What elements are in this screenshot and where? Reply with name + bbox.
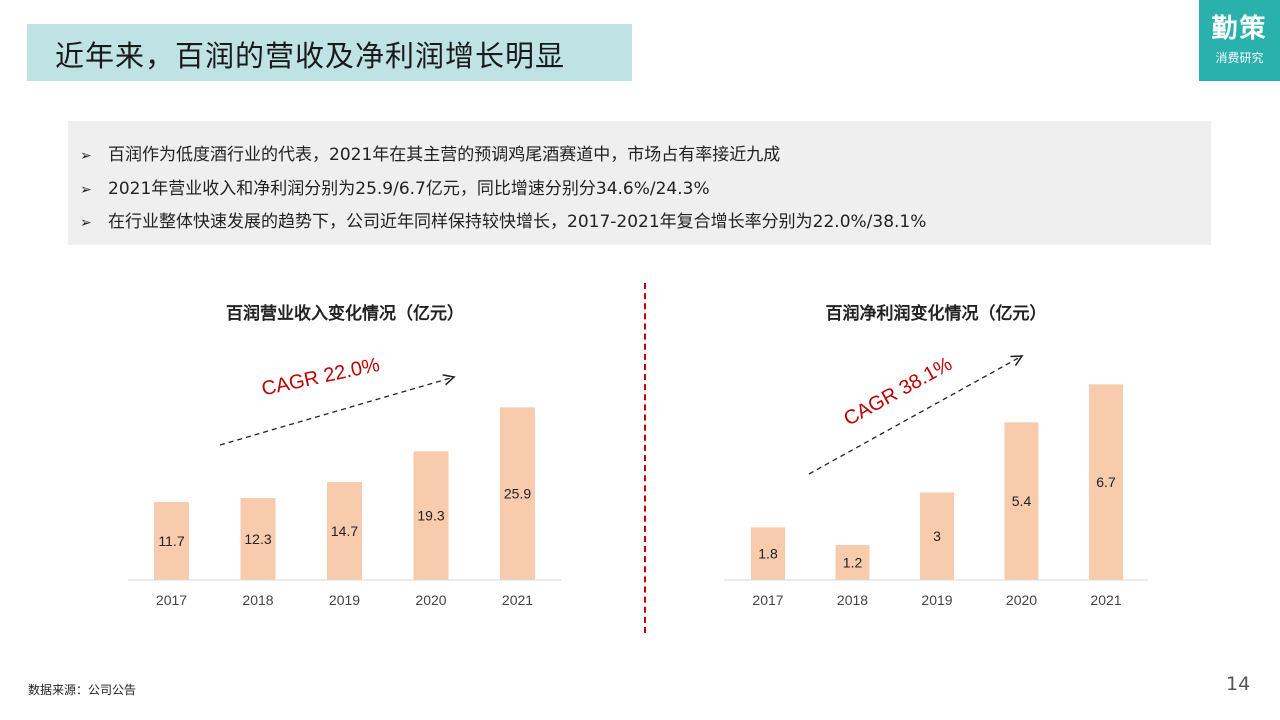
cagr-annotation: CAGR 38.1% (840, 353, 956, 431)
bar (835, 544, 870, 580)
bar-value-label: 1.8 (758, 546, 778, 562)
x-tick-label: 2021 (1090, 592, 1121, 608)
bar-value-label: 1.2 (843, 554, 863, 570)
chart-divider (644, 283, 646, 633)
bar (413, 451, 449, 580)
data-source: 数据来源：公司公告 (28, 683, 137, 697)
bar (240, 498, 276, 580)
bullet-item: ➢ 百润作为低度酒行业的代表，2021年在其主营的预调鸡尾酒赛道中，市场占有率接近… (80, 140, 780, 165)
bullet-arrow-icon: ➢ (80, 182, 92, 198)
logo-sub-text: 消费研究 (1215, 51, 1264, 65)
bar-value-label: 11.7 (158, 533, 184, 549)
x-tick-label: 2018 (242, 592, 273, 608)
bullet-item: ➢ 在行业整体快速发展的趋势下，公司近年同样保持较快增长，2017-2021年复合… (80, 207, 926, 232)
x-tick-label: 2020 (1006, 592, 1037, 608)
bar (920, 492, 954, 580)
profit-bar-chart: 1.8 2017 1.2 2018 3 2019 5.4 2020 6.7 2021 CAGR 38… (724, 353, 1148, 608)
bar-value-label: 6.7 (1096, 474, 1116, 490)
bar (1004, 422, 1039, 580)
bullet-text: 百润作为低度酒行业的代表，2021年在其主营的预调鸡尾酒赛道中，市场占有率接近九… (108, 145, 781, 165)
bar-value-label: 3 (933, 528, 941, 544)
x-tick-label: 2017 (752, 592, 783, 608)
bullet-arrow-icon: ➢ (80, 215, 92, 231)
bar-value-label: 25.9 (504, 486, 531, 502)
page-number: 14 (1226, 673, 1251, 695)
x-tick-label: 2019 (921, 592, 952, 608)
bullet-item: ➢ 2021年营业收入和净利润分别为25.9/6.7亿元，同比增速分别分34.6%… (80, 174, 710, 199)
bar-value-label: 14.7 (331, 523, 358, 539)
trend-arrow (219, 377, 454, 446)
bar-value-label: 19.3 (417, 508, 444, 524)
bullet-text: 2021年营业收入和净利润分别为25.9/6.7亿元，同比增速分别分34.6%/… (108, 179, 710, 199)
x-tick-label: 2020 (415, 592, 446, 608)
trend-arrow (808, 356, 1022, 475)
x-tick-label: 2018 (837, 592, 868, 608)
title-banner: 近年来，百润的营收及净利润增长明显 (27, 24, 632, 81)
chart-title-revenue: 百润营业收入变化情况（亿元） (226, 304, 464, 324)
bar (154, 502, 189, 580)
bar-value-label: 12.3 (244, 531, 271, 547)
bar (500, 407, 535, 580)
summary-box: ➢ 百润作为低度酒行业的代表，2021年在其主营的预调鸡尾酒赛道中，市场占有率接近… (68, 121, 1211, 245)
cagr-annotation: CAGR 22.0% (260, 354, 382, 401)
revenue-bar-chart: 11.7 2017 12.3 2018 14.7 2019 19.3 2020 25.9 2021… (128, 354, 562, 608)
x-tick-label: 2019 (329, 592, 360, 608)
bullet-arrow-icon: ➢ (80, 148, 92, 164)
bar (1089, 384, 1123, 580)
x-tick-label: 2021 (502, 592, 533, 608)
brand-logo: 勤策 消费研究 (1199, 0, 1280, 81)
logo-main-text: 勤策 (1211, 14, 1268, 44)
x-tick-label: 2017 (156, 592, 187, 608)
chart-title-profit: 百润净利润变化情况（亿元） (825, 304, 1047, 324)
bullet-text: 在行业整体快速发展的趋势下，公司近年同样保持较快增长，2017-2021年复合增… (108, 212, 927, 232)
page-title: 近年来，百润的营收及净利润增长明显 (55, 39, 566, 73)
bar (751, 527, 785, 580)
bar (327, 482, 362, 580)
bar-value-label: 5.4 (1012, 493, 1032, 509)
